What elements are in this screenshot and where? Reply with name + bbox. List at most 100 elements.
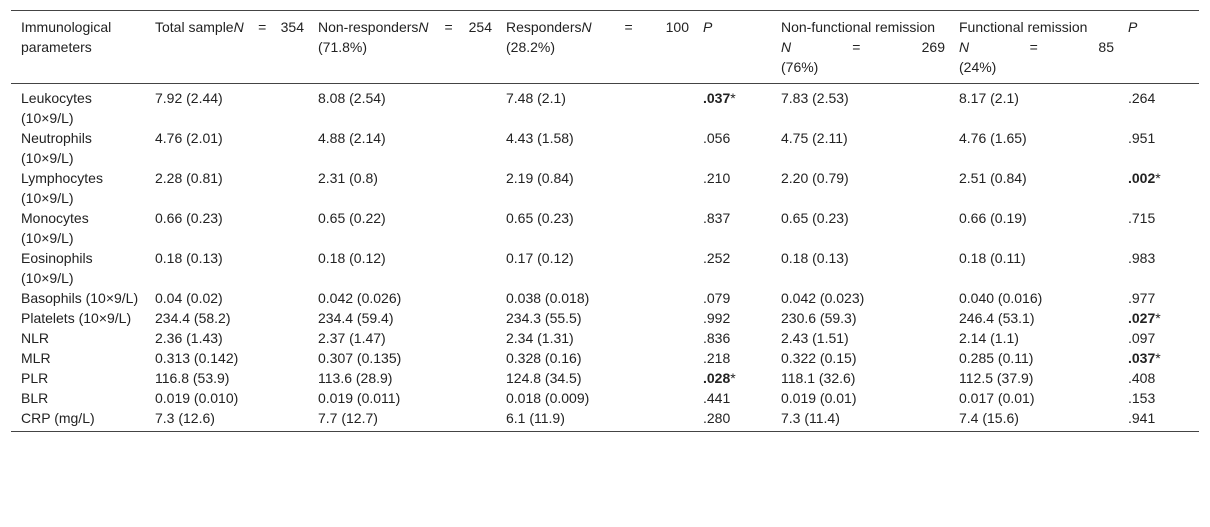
mean-sd-value: 0.65 (0.23) — [781, 210, 849, 226]
parameter-name: CRP (mg/L) — [21, 410, 95, 426]
immunological-parameters-table: Immunological parameters Total sampleN = 3… — [11, 10, 1199, 432]
table-row: MLR 0.313 (0.142) 0.307 (0.135) 0.328 (0.16… — [11, 348, 1199, 368]
mean-sd-value: 2.19 (0.84) — [506, 170, 574, 186]
header-p-value-2: P — [1118, 11, 1199, 84]
cell-func: 8.17 (2.1) — [949, 84, 1118, 129]
p-value: .280 — [703, 410, 731, 426]
cell-nonfunc: 2.20 (0.79) — [771, 168, 949, 208]
cell-p2: .977 — [1118, 288, 1199, 308]
cell-nonresp: 113.6 (28.9) — [308, 368, 496, 388]
cell-p1: .280 — [693, 408, 771, 432]
header-nonresp-n-label: N — [418, 19, 429, 35]
cell-total: 4.76 (2.01) — [145, 128, 308, 168]
cell-total: 2.36 (1.43) — [145, 328, 308, 348]
header-nonfunc-pct: (76%) — [781, 59, 819, 75]
cell-nonfunc: 0.65 (0.23) — [771, 208, 949, 248]
header-total-line: Total sampleN = 354 — [155, 17, 304, 37]
parameter-name: Eosinophils (10×9/L) — [21, 250, 93, 286]
header-non-functional-remission: Non-functional remission N = 269 (76%) — [771, 11, 949, 84]
cell-nonfunc: 7.3 (11.4) — [771, 408, 949, 432]
p-value: .252 — [703, 250, 731, 266]
cell-resp: 0.65 (0.23) — [496, 208, 693, 248]
mean-sd-value: 0.042 (0.023) — [781, 290, 865, 306]
table-row: Monocytes (10×9/L) 0.66 (0.23) 0.65 (0.22)… — [11, 208, 1199, 248]
mean-sd-value: 0.04 (0.02) — [155, 290, 223, 306]
mean-sd-value: 7.48 (2.1) — [506, 90, 566, 106]
header-nonfunc-label: Non-functional remission — [781, 19, 936, 35]
cell-nonfunc: 7.83 (2.53) — [771, 84, 949, 129]
header-resp-label: Responders — [506, 19, 582, 35]
cell-total: 0.18 (0.13) — [145, 248, 308, 288]
significance-marker: * — [1155, 350, 1161, 366]
mean-sd-value: 116.8 (53.9) — [155, 370, 230, 386]
cell-func: 2.51 (0.84) — [949, 168, 1118, 208]
header-nonfunc-eq: = — [852, 39, 861, 55]
header-nonfunc-n: 269 — [921, 39, 945, 55]
header-func-n: 85 — [1098, 39, 1114, 55]
cell-p1: .028* — [693, 368, 771, 388]
cell-resp: 6.1 (11.9) — [496, 408, 693, 432]
cell-nonresp: 7.7 (12.7) — [308, 408, 496, 432]
cell-nonresp: 2.37 (1.47) — [308, 328, 496, 348]
mean-sd-value: 2.43 (1.51) — [781, 330, 849, 346]
cell-func: 112.5 (37.9) — [949, 368, 1118, 388]
mean-sd-value: 7.3 (11.4) — [781, 410, 840, 426]
mean-sd-value: 0.018 (0.009) — [506, 390, 590, 406]
header-func-pct: (24%) — [959, 59, 997, 75]
p-value: .977 — [1128, 290, 1156, 306]
mean-sd-value: 7.92 (2.44) — [155, 90, 223, 106]
table-row: Basophils (10×9/L) 0.04 (0.02) 0.042 (0.02… — [11, 288, 1199, 308]
cell-total: 2.28 (0.81) — [145, 168, 308, 208]
cell-param: Eosinophils (10×9/L) — [11, 248, 145, 288]
header-functional-remission: Functional remission N = 85 (24%) — [949, 11, 1118, 84]
cell-p2: .951 — [1118, 128, 1199, 168]
header-nonresp-line: Non-respondersN = 254 — [318, 17, 492, 37]
cell-total: 116.8 (53.9) — [145, 368, 308, 388]
mean-sd-value: 0.313 (0.142) — [155, 350, 239, 366]
cell-param: NLR — [11, 328, 145, 348]
mean-sd-value: 234.4 (58.2) — [155, 310, 231, 326]
mean-sd-value: 246.4 (53.1) — [959, 310, 1035, 326]
header-resp-n: 100 — [665, 19, 689, 35]
p-value: .056 — [703, 130, 731, 146]
mean-sd-value: 0.65 (0.23) — [506, 210, 574, 226]
p-value: .097 — [1128, 330, 1156, 346]
cell-total: 0.04 (0.02) — [145, 288, 308, 308]
cell-p2: .264 — [1118, 84, 1199, 129]
mean-sd-value: 4.76 (1.65) — [959, 130, 1027, 146]
p-value: .837 — [703, 210, 731, 226]
mean-sd-value: 7.7 (12.7) — [318, 410, 378, 426]
header-p2-label: P — [1128, 19, 1138, 35]
mean-sd-value: 118.1 (32.6) — [781, 370, 856, 386]
mean-sd-value: 2.36 (1.43) — [155, 330, 223, 346]
mean-sd-value: 234.4 (59.4) — [318, 310, 394, 326]
significance-marker: * — [1155, 310, 1161, 326]
header-nonresp-eq: = — [444, 19, 453, 35]
mean-sd-value: 0.285 (0.11) — [959, 350, 1034, 366]
cell-total: 7.92 (2.44) — [145, 84, 308, 129]
cell-param: PLR — [11, 368, 145, 388]
mean-sd-value: 112.5 (37.9) — [959, 370, 1034, 386]
header-responders: RespondersN = 100 (28.2%) — [496, 11, 693, 84]
p-value: .941 — [1128, 410, 1156, 426]
cell-param: Lymphocytes (10×9/L) — [11, 168, 145, 208]
cell-p1: .210 — [693, 168, 771, 208]
parameter-name: NLR — [21, 330, 50, 346]
cell-nonresp: 0.65 (0.22) — [308, 208, 496, 248]
cell-nonfunc: 2.43 (1.51) — [771, 328, 949, 348]
cell-p1: .992 — [693, 308, 771, 328]
header-func-eq: = — [1029, 39, 1038, 55]
p-value: .218 — [703, 350, 731, 366]
mean-sd-value: 0.18 (0.13) — [155, 250, 223, 266]
mean-sd-value: 0.65 (0.22) — [318, 210, 386, 226]
p-value: .836 — [703, 330, 731, 346]
header-p1-label: P — [703, 19, 713, 35]
parameter-name: Platelets (10×9/L) — [21, 310, 132, 326]
cell-nonfunc: 230.6 (59.3) — [771, 308, 949, 328]
cell-resp: 124.8 (34.5) — [496, 368, 693, 388]
header-resp-line: RespondersN = 100 — [506, 17, 689, 37]
header-resp-pct: (28.2%) — [506, 39, 556, 55]
p-value: .028 — [703, 370, 731, 386]
cell-param: Neutrophils (10×9/L) — [11, 128, 145, 168]
mean-sd-value: 113.6 (28.9) — [318, 370, 393, 386]
